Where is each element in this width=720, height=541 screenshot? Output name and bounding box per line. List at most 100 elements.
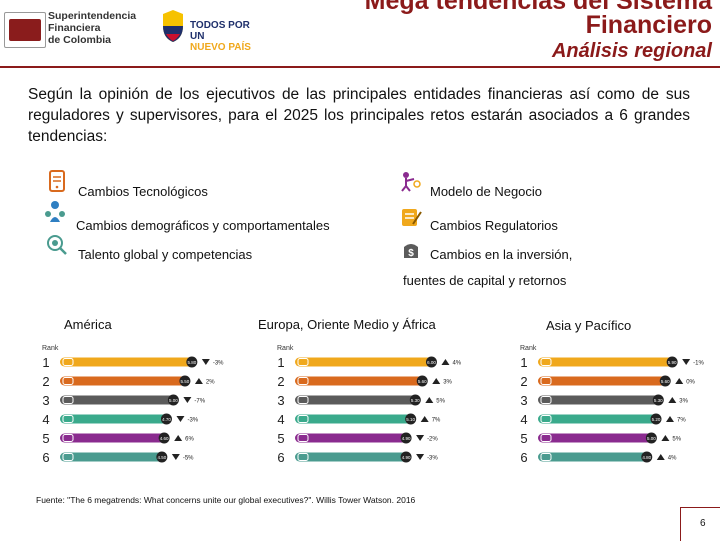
delta-label: -5% [183, 456, 194, 462]
score-value: 5.60 [418, 379, 427, 384]
score-value: 5.60 [661, 379, 670, 384]
trend-label: Cambios demográficos y comportamentales [76, 218, 330, 233]
superintendencia-logo: Superintendencia Financiera de Colombia [4, 8, 136, 50]
score-badge [666, 356, 678, 368]
region-chart-emea: Rank 1 6.00 4% 2 5.60 3% 3 5.30 5% 4 5.10 7% 5 4.90 -2%… [275, 342, 475, 467]
ranking-bar [295, 395, 418, 405]
region-title-emea: Europa, Oriente Medio y África [258, 317, 436, 332]
trend-up-icon [174, 435, 183, 441]
score-badge [160, 413, 172, 425]
delta-label: 4% [668, 456, 677, 462]
score-badge [652, 394, 664, 406]
delta-label: -1% [693, 361, 704, 367]
rank-number: 3 [277, 393, 284, 408]
score-badge [425, 356, 437, 368]
delta-label: 2% [206, 380, 215, 386]
ranking-bar [295, 376, 425, 386]
score-badge [409, 394, 421, 406]
svg-text:$: $ [408, 248, 414, 259]
page-title-line-2: Financiero [585, 11, 712, 39]
trend-label: Modelo de Negocio [430, 184, 543, 199]
ranking-bar [60, 357, 194, 367]
rank-number: 3 [42, 393, 49, 408]
rank-number: 4 [42, 412, 49, 427]
score-value: 5.00 [169, 398, 178, 403]
ranking-bar [538, 433, 654, 443]
score-badge [650, 413, 662, 425]
delta-label: -3% [427, 456, 438, 462]
page-number-box [680, 507, 720, 541]
trend-down-icon [416, 454, 425, 460]
trend-label: Cambios Tecnológicos [78, 184, 208, 199]
superintendencia-logo-text: Superintendencia Financiera de Colombia [48, 10, 136, 46]
trend-label: Cambios Regulatorios [430, 218, 558, 233]
rank-header: Rank [277, 345, 294, 352]
ranking-bar [60, 433, 167, 443]
talent-icon [297, 434, 309, 442]
trend-up-icon [661, 435, 670, 441]
ranking-bar [295, 357, 434, 367]
trend-item [46, 234, 68, 261]
tablet-icon [62, 377, 74, 385]
score-badge [167, 394, 179, 406]
rank-number: 5 [277, 431, 284, 446]
delta-label: 3% [443, 380, 452, 386]
score-badge [641, 451, 653, 463]
trend-item [46, 170, 68, 197]
ranking-bar [295, 452, 409, 462]
investment-icon [297, 396, 309, 404]
ranking-bar [538, 452, 649, 462]
rank-number: 2 [277, 374, 284, 389]
trend-down-icon [201, 359, 210, 365]
trend-item [44, 200, 66, 227]
trend-label: Talento global y competencias [78, 247, 253, 262]
business-model-icon [540, 358, 552, 366]
delta-label: 5% [436, 399, 445, 405]
delta-label: 7% [432, 418, 441, 424]
trend-up-icon [194, 378, 203, 384]
demographics-icon [297, 453, 309, 461]
score-badge [186, 356, 198, 368]
rank-number: 2 [42, 374, 49, 389]
trend-item: $ [400, 238, 422, 265]
gov-logo-line: TODOS POR UN [190, 20, 250, 42]
rank-number: 3 [520, 393, 527, 408]
score-value: 5.30 [654, 398, 663, 403]
delta-label: 3% [679, 399, 688, 405]
logo-line: de Colombia [48, 34, 112, 46]
trend-down-icon [682, 359, 691, 365]
score-badge [156, 451, 168, 463]
intro-paragraph: Según la opinión de los ejecutivos de la… [28, 86, 690, 145]
demographics-icon [540, 453, 552, 461]
regulatory-icon [297, 415, 309, 423]
score-value: 4.90 [402, 436, 411, 441]
tablet-icon [540, 377, 552, 385]
score-badge [400, 451, 412, 463]
colombia-shield-icon [163, 10, 183, 42]
ranking-bar [538, 357, 675, 367]
trend-item [400, 206, 422, 233]
rank-number: 6 [520, 450, 527, 465]
ranking-bar [538, 376, 668, 386]
score-value: 6.00 [427, 360, 436, 365]
trend-up-icon [420, 416, 429, 422]
gov-logo-line: NUEVO PAÍS [190, 42, 251, 53]
score-value: 4.50 [157, 455, 166, 460]
trend-up-icon [441, 359, 450, 365]
trend-up-icon [656, 454, 665, 460]
rank-header: Rank [42, 345, 59, 352]
delta-label: 5% [672, 437, 681, 443]
regulatory-icon [62, 415, 74, 423]
ranking-chart: Rank 1 6.00 4% 2 5.60 3% 3 5.30 5% 4 5.10 7% 5 4.90 -2%… [277, 345, 462, 465]
demographics-icon [45, 201, 65, 222]
page-title-line-1: Mega tendencias del Sistema [364, 0, 712, 15]
score-badge [400, 432, 412, 444]
rank-number: 1 [520, 355, 527, 370]
business-model-icon [62, 358, 74, 366]
investment-icon: $ [404, 244, 418, 259]
ranking-bar [538, 414, 658, 424]
score-badge [179, 375, 191, 387]
todos-por-un-nuevo-pais-logo: TODOS POR UN NUEVO PAÍS [160, 6, 260, 53]
tablet-icon [49, 170, 65, 192]
rank-number: 4 [520, 412, 527, 427]
